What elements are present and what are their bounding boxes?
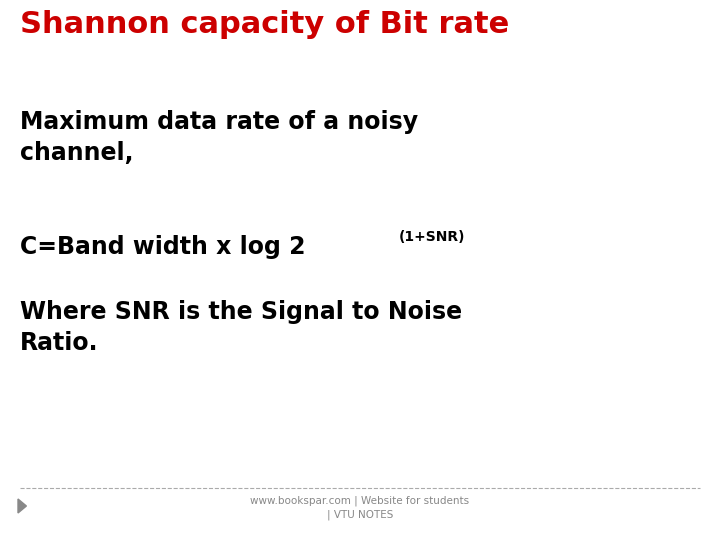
Text: C=Band width x log 2: C=Band width x log 2 bbox=[20, 235, 314, 259]
Text: www.bookspar.com | Website for students
| VTU NOTES: www.bookspar.com | Website for students … bbox=[251, 496, 469, 520]
Text: Shannon capacity of Bit rate: Shannon capacity of Bit rate bbox=[20, 10, 509, 39]
Text: Where SNR is the Signal to Noise
Ratio.: Where SNR is the Signal to Noise Ratio. bbox=[20, 300, 462, 355]
Text: Maximum data rate of a noisy
channel,: Maximum data rate of a noisy channel, bbox=[20, 110, 418, 165]
Polygon shape bbox=[18, 499, 27, 513]
Text: (1+SNR): (1+SNR) bbox=[399, 230, 466, 244]
